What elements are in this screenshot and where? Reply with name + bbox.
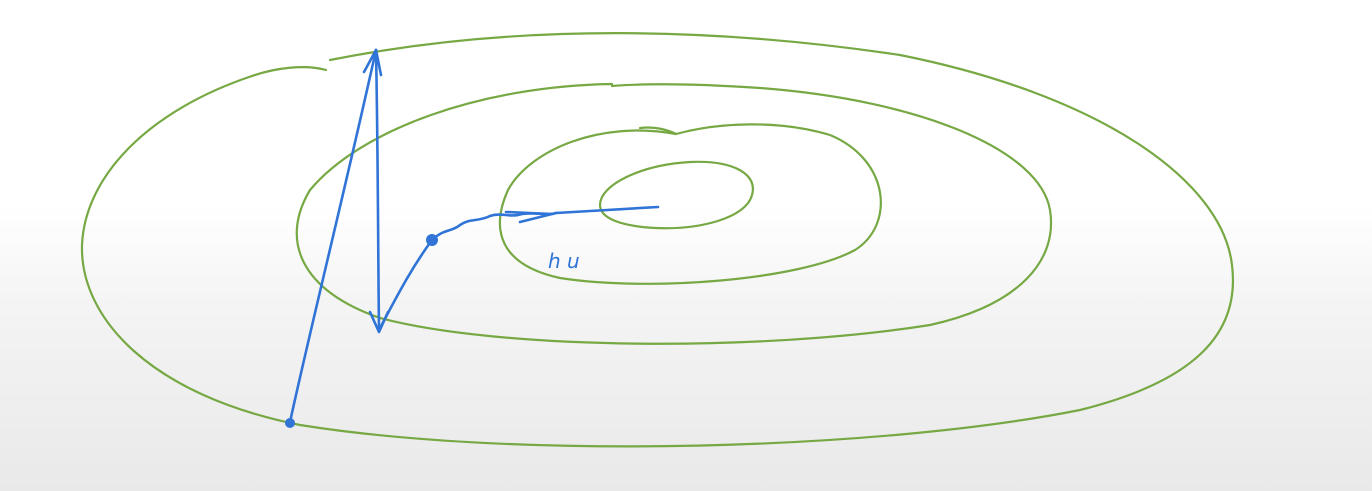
descent-line-final xyxy=(554,205,660,215)
descent-line-up xyxy=(288,48,378,424)
descent-arrowhead-right xyxy=(504,210,554,224)
start-point-dot xyxy=(285,418,295,428)
contour-outer-stroke xyxy=(250,66,328,78)
contour-second xyxy=(295,82,1053,345)
contour-third-notch xyxy=(638,126,678,136)
contour-outer xyxy=(80,32,1235,448)
contour-lines xyxy=(80,32,1235,448)
contour-third xyxy=(498,123,882,285)
contour-inner xyxy=(598,160,755,230)
descent-line-wiggle xyxy=(377,211,558,332)
descent-line-down xyxy=(374,48,381,332)
mid-point-dot xyxy=(426,234,438,246)
handwritten-label: h u xyxy=(548,249,580,273)
descent-path xyxy=(285,48,660,428)
